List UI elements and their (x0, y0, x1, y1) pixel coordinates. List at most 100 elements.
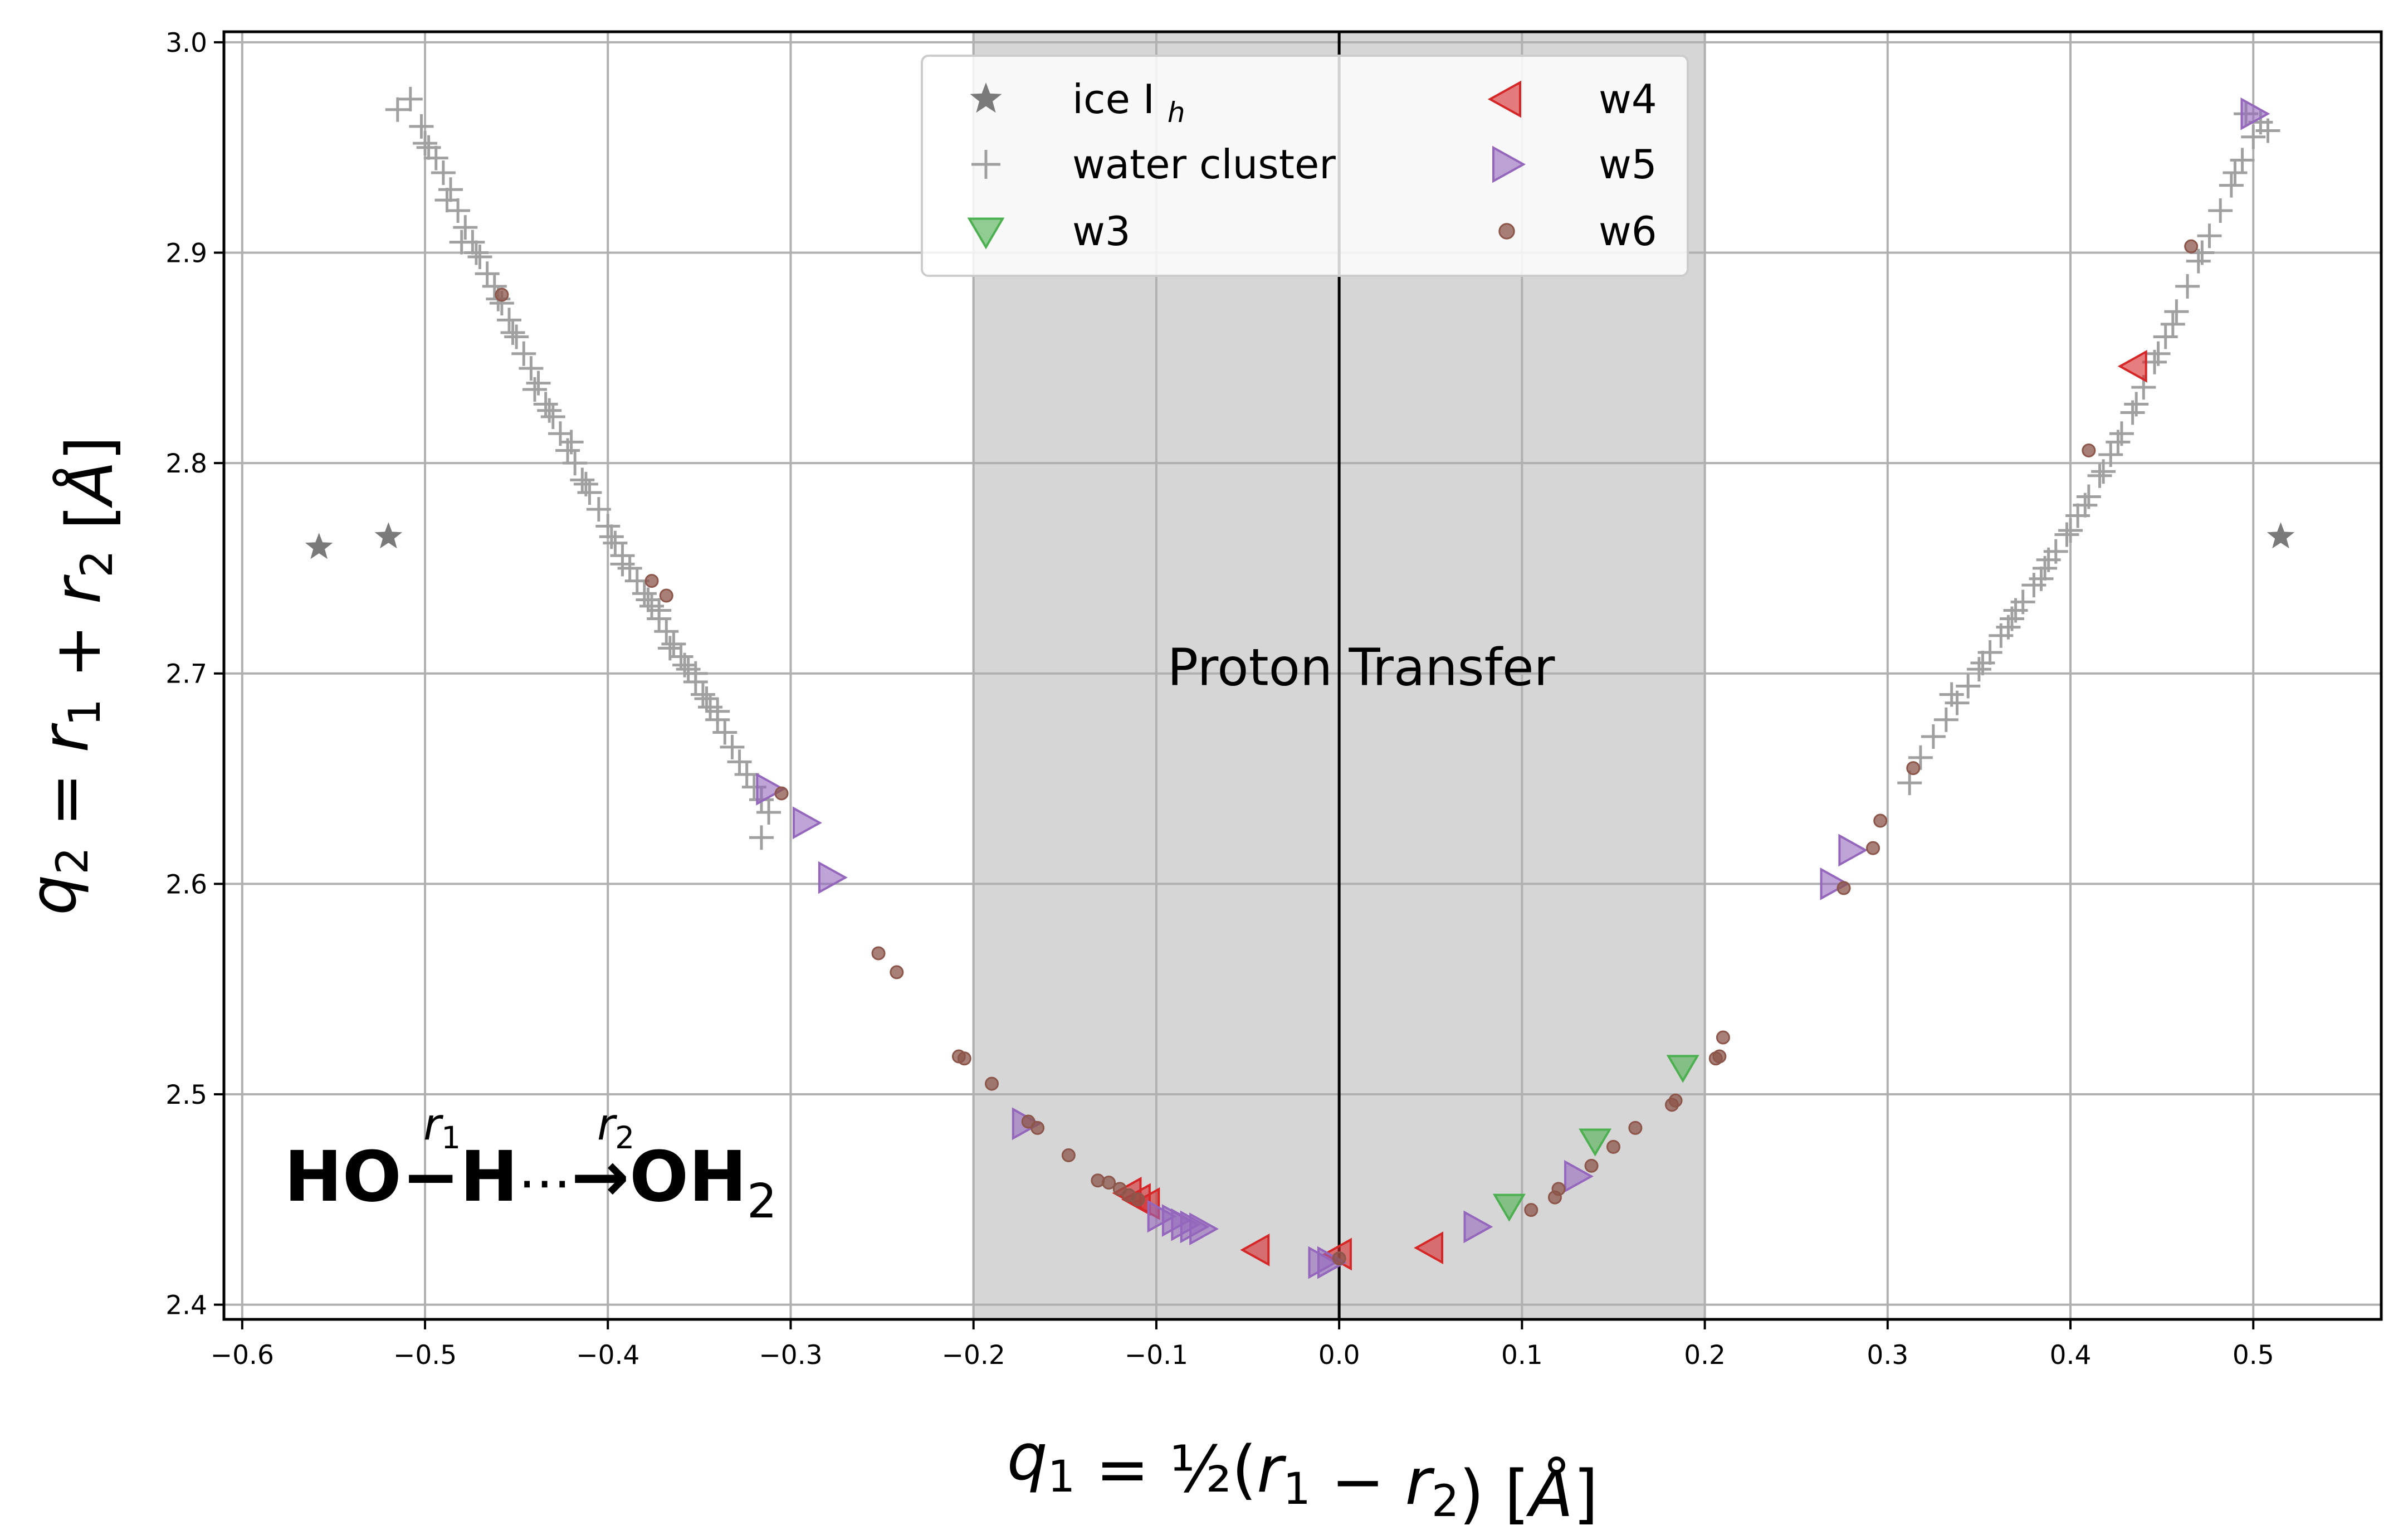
data-point (2255, 118, 2280, 143)
data-point (586, 497, 611, 522)
data-point (519, 356, 544, 381)
data-point (2098, 442, 2123, 467)
y-tick-label: 2.8 (165, 449, 207, 479)
data-point (1147, 1200, 1177, 1233)
data-point (1131, 1192, 1145, 1207)
data-point (1332, 1251, 1346, 1265)
data-point (511, 341, 536, 366)
data-point (644, 574, 659, 588)
data-point (559, 430, 584, 455)
data-point (385, 97, 410, 122)
legend-marker (1487, 80, 1521, 118)
legend-label: w6 (1599, 208, 1657, 255)
x-tick-label: −0.1 (1125, 1340, 1188, 1371)
data-point (409, 114, 434, 139)
legend-marker (967, 217, 1005, 250)
y-tick-label: 2.4 (165, 1290, 207, 1321)
data-point (647, 598, 672, 623)
data-point (1606, 1139, 1620, 1154)
data-point (540, 405, 565, 430)
data-point (1492, 1193, 1526, 1222)
data-point (1524, 1203, 1538, 1217)
data-point (1970, 650, 1995, 675)
legend-marker (1492, 145, 1526, 183)
data-point (2184, 239, 2199, 254)
axes-layer (214, 30, 2383, 1329)
data-point (537, 398, 562, 423)
series-w5 (756, 97, 2270, 1279)
legend-label: w4 (1599, 76, 1657, 123)
data-point (1579, 1128, 1612, 1157)
data-point (522, 377, 547, 402)
data-point (497, 308, 522, 333)
x-tick-label: −0.4 (576, 1340, 639, 1371)
data-point (495, 287, 509, 302)
data-point (438, 177, 463, 202)
data-point (1189, 1212, 1219, 1246)
data-point (1668, 1093, 1683, 1108)
data-point (1240, 1233, 1270, 1266)
data-point (734, 762, 759, 787)
x-tick-label: 0.2 (1684, 1340, 1726, 1371)
data-point (818, 861, 848, 894)
y-tick-label: 2.9 (165, 238, 207, 269)
y-tick-label: 2.7 (165, 659, 207, 690)
data-point (2197, 223, 2222, 248)
data-point (1908, 745, 1933, 770)
data-point (2223, 160, 2248, 186)
data-point (398, 86, 423, 111)
data-point (749, 825, 774, 850)
data-point (1061, 1148, 1076, 1162)
data-point (985, 1076, 999, 1091)
series-ice-i (305, 522, 2295, 559)
data-point (1996, 615, 2021, 640)
data-point (2117, 350, 2147, 383)
data-point (423, 145, 448, 170)
proton-transfer-label: Proton Transfer (1168, 637, 1555, 697)
data-point (1873, 813, 1888, 828)
data-point (413, 131, 438, 156)
data-point (2087, 463, 2112, 488)
data-point (1551, 1182, 1566, 1196)
data-point (2029, 566, 2054, 591)
data-point (2106, 430, 2131, 455)
data-point (453, 215, 478, 240)
legend-marker (970, 82, 1002, 113)
data-point (374, 522, 403, 549)
data-point (2208, 198, 2233, 223)
data-point (957, 1051, 971, 1066)
data-point (2058, 518, 2083, 543)
data-point (2164, 299, 2189, 324)
legend-label: water cluster (1072, 141, 1336, 188)
data-point (654, 619, 679, 644)
r1-label: r1 (423, 1100, 461, 1156)
data-point (1628, 1120, 1643, 1135)
x-tick-label: −0.5 (393, 1340, 457, 1371)
y-tick-label: 2.5 (165, 1080, 207, 1110)
data-point (1317, 1246, 1347, 1279)
data-point (661, 631, 686, 656)
data-point (1966, 657, 1991, 682)
x-axis-label: q1 = ½(r1 − r2) [Å] (1007, 1420, 1599, 1532)
data-point (563, 451, 588, 476)
data-point (2082, 443, 2096, 457)
data-point (482, 274, 507, 299)
data-point (774, 786, 789, 801)
y-axis-label: q2 = r1 + r2 [Å] (16, 436, 128, 915)
data-point (871, 946, 886, 961)
data-point (792, 806, 822, 840)
data-point (2219, 173, 2244, 198)
data-point (657, 636, 682, 661)
data-point (467, 245, 492, 270)
data-point (1897, 771, 1922, 796)
data-point (1838, 834, 1868, 867)
data-point (2175, 274, 2200, 299)
data-point (2146, 341, 2171, 366)
data-point (1716, 1030, 1730, 1045)
data-point (2230, 148, 2255, 173)
legend-label: w3 (1072, 208, 1131, 255)
x-tick-label: 0.5 (2233, 1340, 2274, 1371)
data-point (712, 720, 737, 745)
data-point (756, 800, 781, 825)
